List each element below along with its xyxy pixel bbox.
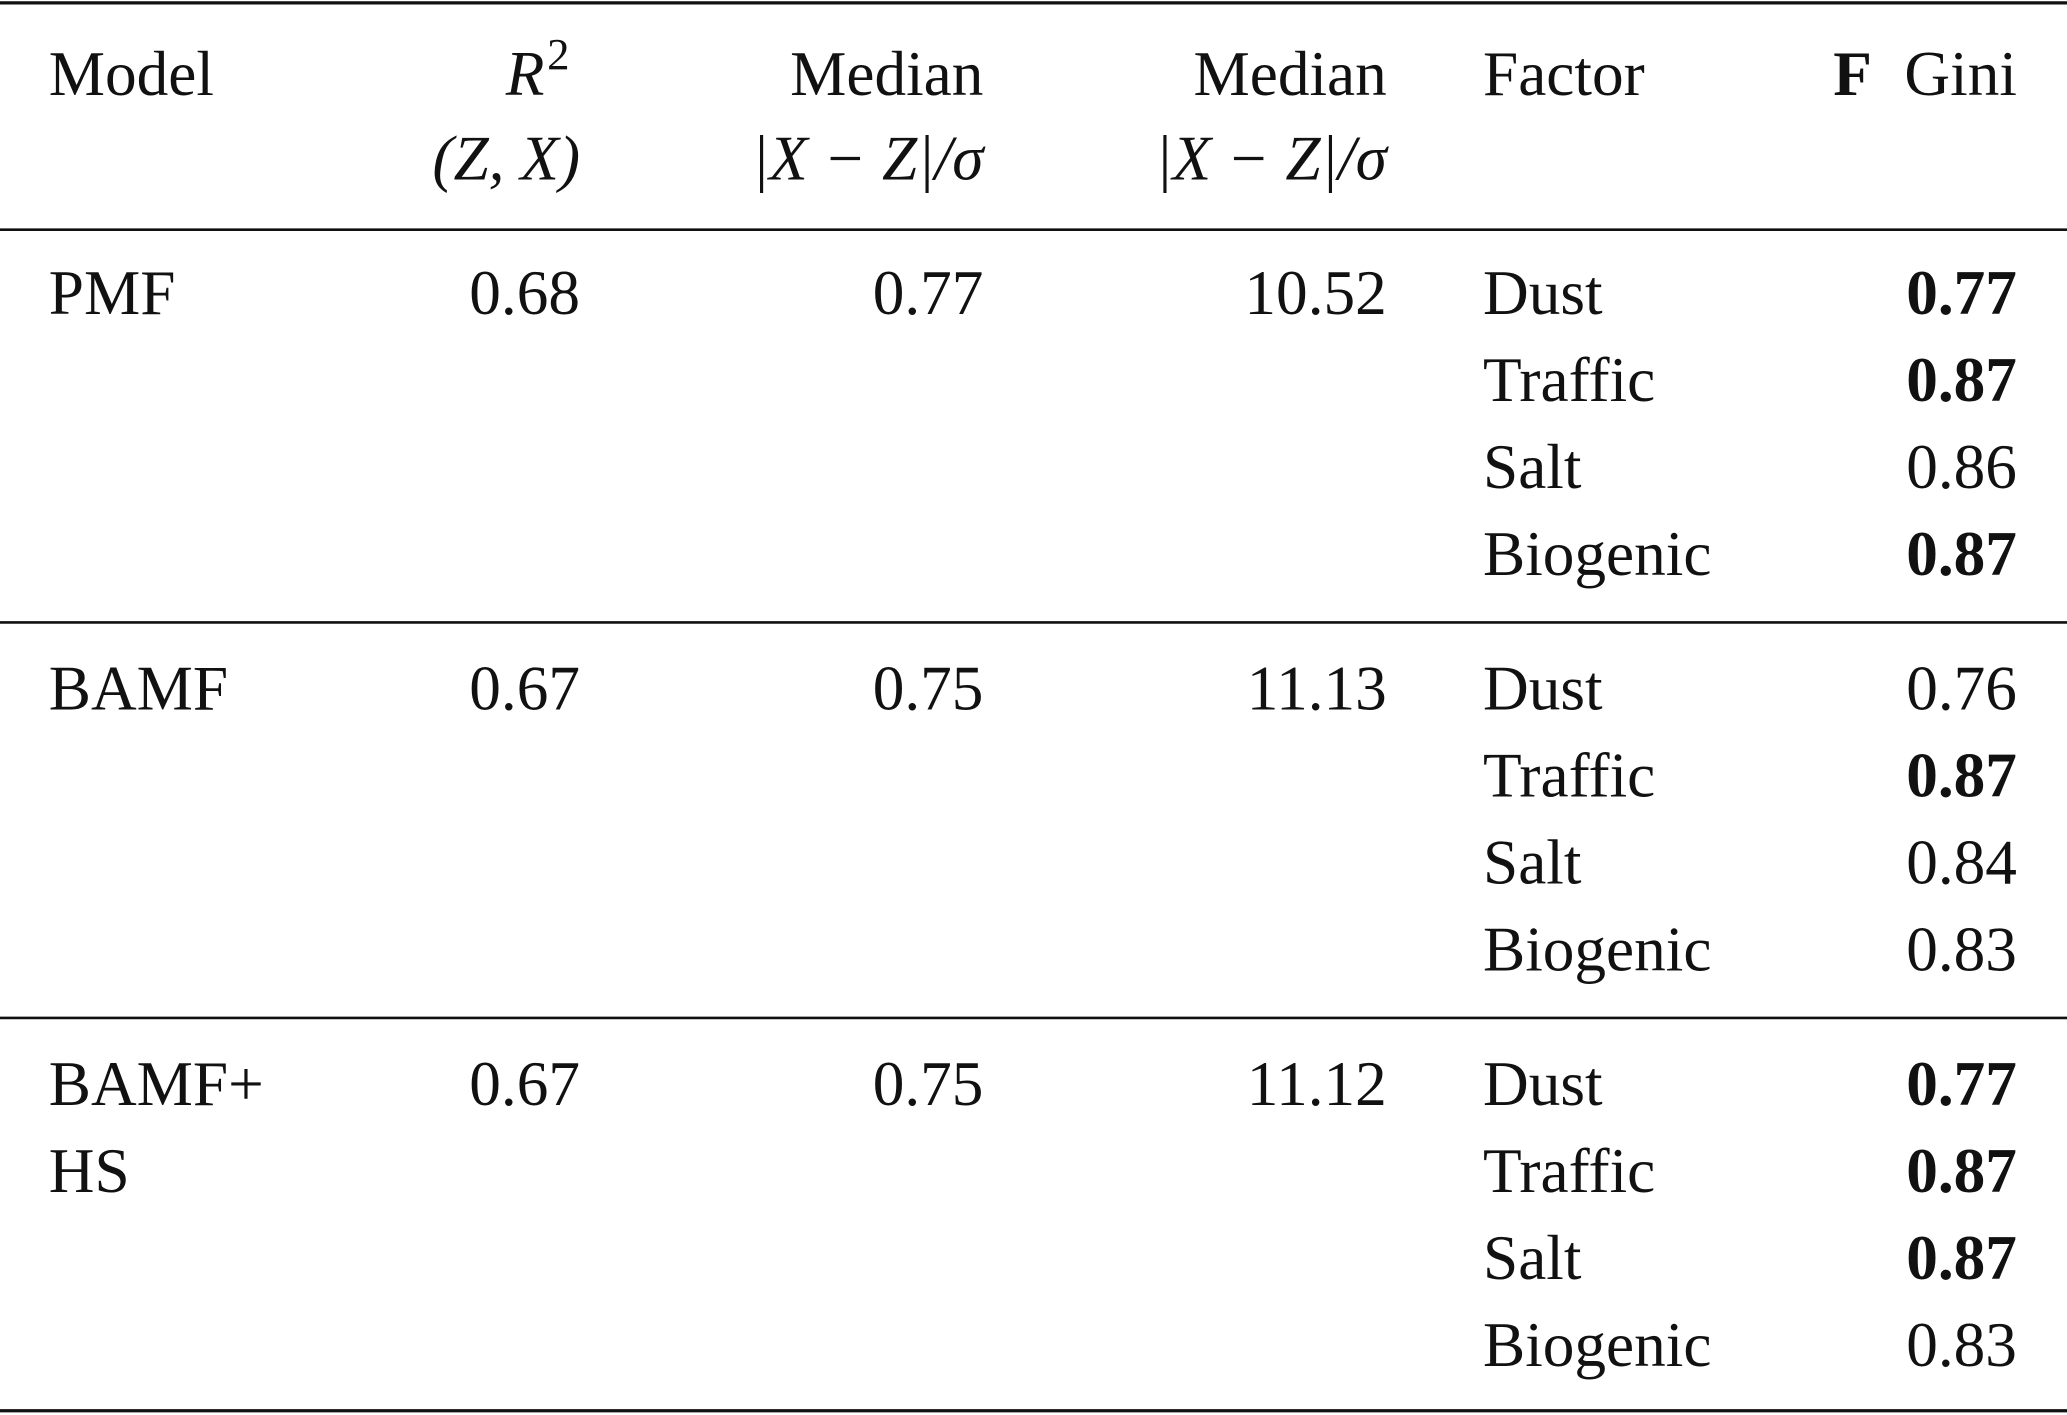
factor-name: Biogenic xyxy=(1483,519,1711,589)
factor-name: Dust xyxy=(1483,258,1603,328)
gini-value: 0.77 xyxy=(1906,1049,2017,1119)
gini-value: 0.87 xyxy=(1906,345,2017,415)
median-value: 0.75 xyxy=(873,1049,984,1119)
header-gini: Gini xyxy=(1904,39,2016,109)
gini-value: 0.86 xyxy=(1906,432,2017,502)
factor-name: Traffic xyxy=(1483,345,1655,415)
header-median: Median xyxy=(790,39,983,109)
header-r2-sub: (Z, X) xyxy=(432,124,580,194)
r2-value: 0.68 xyxy=(469,258,580,328)
header-formula: |X − Z|/σ xyxy=(752,124,987,194)
model-name: BAMF+ xyxy=(49,1049,264,1119)
model-name: BAMF xyxy=(49,653,228,723)
header-factor: Factor xyxy=(1483,39,1645,109)
median-value: 11.13 xyxy=(1247,653,1387,723)
header-gini-bold: F xyxy=(1833,39,1872,109)
median-value: 10.52 xyxy=(1244,258,1386,328)
factor-name: Biogenic xyxy=(1483,914,1711,984)
gini-value: 0.87 xyxy=(1906,519,2017,589)
header-formula: |X − Z|/σ xyxy=(1155,124,1390,194)
gini-value: 0.87 xyxy=(1906,1136,2017,1206)
header-median: Median xyxy=(1194,39,1387,109)
factor-name: Traffic xyxy=(1483,1136,1655,1206)
factor-name: Biogenic xyxy=(1483,1310,1711,1380)
header-r2-sup: 2 xyxy=(547,29,569,79)
median-value: 0.75 xyxy=(873,653,984,723)
gini-value: 0.83 xyxy=(1906,914,2017,984)
r2-value: 0.67 xyxy=(469,653,580,723)
model-name: PMF xyxy=(49,258,176,328)
factor-name: Dust xyxy=(1483,653,1603,723)
factor-name: Salt xyxy=(1483,432,1582,502)
gini-value: 0.87 xyxy=(1906,1223,2017,1293)
model-name: HS xyxy=(49,1136,130,1206)
factor-name: Traffic xyxy=(1483,740,1655,810)
gini-value: 0.76 xyxy=(1906,653,2017,723)
factor-name: Salt xyxy=(1483,1223,1582,1293)
gini-value: 0.87 xyxy=(1906,740,2017,810)
gini-value: 0.77 xyxy=(1906,258,2017,328)
r2-value: 0.67 xyxy=(469,1049,580,1119)
factor-name: Dust xyxy=(1483,1049,1603,1119)
gini-value: 0.84 xyxy=(1906,827,2017,897)
median-value: 11.12 xyxy=(1247,1049,1387,1119)
header-model: Model xyxy=(49,39,214,109)
factor-name: Salt xyxy=(1483,827,1582,897)
gini-value: 0.83 xyxy=(1906,1310,2017,1380)
median-value: 0.77 xyxy=(873,258,984,328)
header-r2: R xyxy=(505,39,545,109)
